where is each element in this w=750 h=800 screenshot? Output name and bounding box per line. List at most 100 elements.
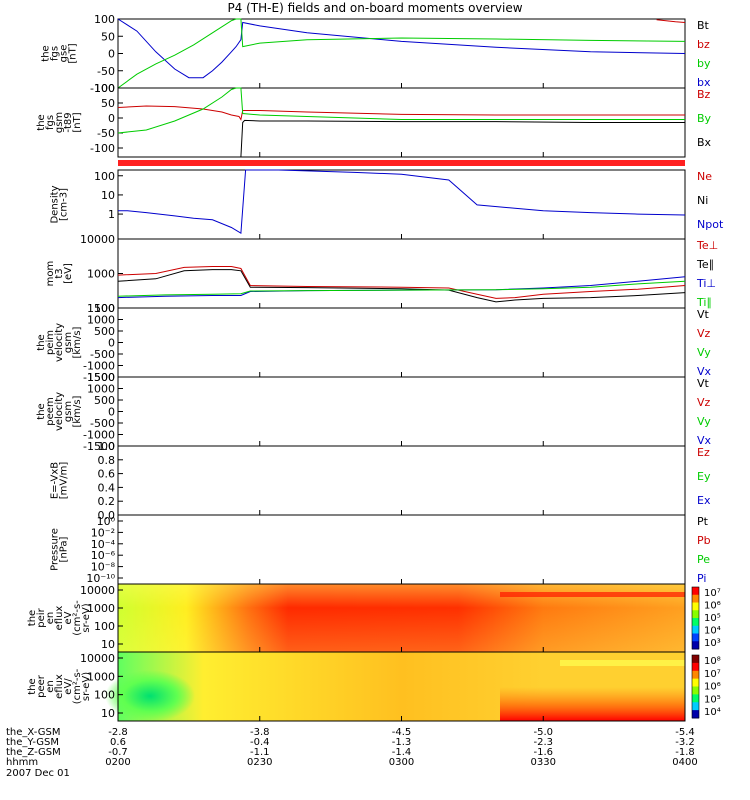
- x-row-value: 0300: [389, 757, 414, 768]
- y-axis-label: velocity: [54, 392, 65, 431]
- y-tick-label: 1000: [87, 383, 115, 396]
- legend-entry: Ti⊥: [696, 277, 716, 290]
- legend-entry: Ey: [697, 470, 711, 483]
- y-axis-label: the: [41, 45, 52, 61]
- colorbar-segment: [692, 610, 699, 619]
- y-axis-label: t3: [54, 268, 65, 278]
- y-axis-label: peer: [36, 674, 47, 698]
- y-axis-label: en: [45, 612, 56, 625]
- y-axis-label: the: [36, 403, 47, 419]
- panel-frame-peim_velocity: [117, 307, 686, 378]
- x-row-value: -4.5: [392, 727, 412, 738]
- y-tick-label: -50: [97, 65, 115, 78]
- y-tick-label: 10⁰: [97, 515, 116, 528]
- colorbar-tick-label: 10⁶: [704, 682, 721, 693]
- colorbar-tick-label: 10⁷: [704, 588, 721, 599]
- y-axis-label: peim: [45, 330, 56, 355]
- x-row-value: 0400: [672, 757, 697, 768]
- y-tick-label: 500: [94, 325, 115, 338]
- colorbar-tick-label: 10⁴: [704, 626, 721, 637]
- legend-entry: Vt: [697, 308, 710, 321]
- heatmap-spot: [105, 670, 195, 722]
- panel-frame-density: [117, 169, 686, 240]
- y-tick-label: 100: [94, 302, 115, 315]
- legend-entry: Npot: [697, 218, 724, 231]
- y-axis-label: [eV]: [63, 263, 74, 284]
- y-tick-label: 10⁻¹⁰: [86, 572, 115, 585]
- y-tick-label: 1000: [87, 670, 115, 683]
- y-tick-label: 10: [101, 189, 115, 202]
- y-axis-label: [nT]: [68, 43, 79, 63]
- y-tick-label: 10000: [80, 233, 115, 246]
- y-tick-label: 100: [94, 689, 115, 702]
- y-tick-label: 1500: [87, 302, 115, 315]
- legend-entry: Vy: [697, 415, 711, 428]
- y-tick-label: 0.2: [98, 495, 116, 508]
- y-axis-label: en: [45, 680, 56, 693]
- y-tick-label: 0.8: [98, 454, 116, 467]
- x-row-value: -3.8: [250, 727, 270, 738]
- y-tick-label: 0.6: [98, 468, 116, 481]
- y-tick-label: 10000: [80, 584, 115, 597]
- y-axis-label: eV: [63, 611, 74, 624]
- y-tick-label: 0: [108, 48, 115, 61]
- y-tick-label: 1000: [87, 314, 115, 327]
- colorbar-tick-label: 10⁸: [704, 656, 721, 667]
- colorbar-segment: [692, 641, 699, 650]
- y-tick-label: 100: [94, 82, 115, 95]
- y-axis-label: sr-eV): [81, 603, 92, 632]
- legend-entry: Ni: [697, 194, 708, 207]
- series-line-bx: [117, 18, 686, 79]
- legend-entry: By: [697, 112, 712, 125]
- y-tick-label: -1500: [83, 371, 115, 384]
- x-row-value: -5.4: [675, 727, 695, 738]
- legend-entry: Bt: [697, 19, 710, 32]
- y-tick-label: 1500: [87, 371, 115, 384]
- y-axis-label: the: [27, 678, 38, 694]
- colorbar-segment: [692, 686, 699, 695]
- y-axis-label: gsm: [63, 332, 74, 353]
- x-row-label: the_X-GSM: [6, 727, 60, 738]
- y-axis-label: (cm²-s-: [72, 668, 83, 704]
- series-line-Te⊥: [117, 266, 686, 299]
- legend-entry: Vz: [697, 327, 711, 340]
- legend-entry: by: [697, 57, 711, 70]
- y-axis-label: [cm-3]: [59, 188, 70, 221]
- y-tick-label: 0: [108, 406, 115, 419]
- y-tick-label: 100: [94, 170, 115, 183]
- colorbar-tick-label: 10³: [704, 638, 721, 649]
- y-tick-label: 10: [101, 638, 115, 651]
- series-line-Npot: [118, 169, 686, 235]
- x-row-label: the_Z-GSM: [6, 747, 61, 758]
- y-tick-label: 1000: [87, 268, 115, 281]
- legend-entry: Ez: [697, 446, 710, 459]
- x-row-value: -2.3: [533, 737, 553, 748]
- colorbar-segment: [692, 633, 699, 642]
- y-tick-label: -500: [90, 348, 115, 361]
- y-tick-label: -1000: [83, 360, 115, 373]
- colorbar-tick-label: 10⁴: [704, 707, 721, 718]
- y-axis-label: -t89: [63, 112, 74, 132]
- colorbar-tick-label: 10⁵: [704, 613, 721, 624]
- y-tick-label: 10⁻⁶: [91, 549, 116, 562]
- x-row-value: -1.4: [392, 747, 412, 758]
- colorbar-tick-label: 10⁷: [704, 669, 721, 680]
- y-axis-label: the: [27, 610, 38, 626]
- series-line-bz: [656, 19, 686, 23]
- y-axis-label: fgs: [50, 46, 61, 61]
- y-tick-label: 10⁻²: [91, 526, 115, 539]
- x-row-value: -1.8: [675, 747, 695, 758]
- y-axis-label: [km/s]: [72, 395, 83, 427]
- y-tick-label: 0.4: [98, 481, 116, 494]
- x-row-value: 0200: [105, 757, 130, 768]
- y-tick-label: 1: [108, 208, 115, 221]
- colorbar-segment: [692, 670, 699, 680]
- x-row-value: -1.3: [392, 737, 412, 748]
- y-tick-label: 1000: [87, 602, 115, 615]
- y-axis-label: the: [36, 114, 47, 130]
- colorbar-segment: [692, 662, 699, 672]
- colorbar-tick-label: 10⁶: [704, 601, 721, 612]
- y-axis-label: peem: [45, 397, 56, 425]
- y-tick-label: 10⁻⁴: [91, 538, 116, 551]
